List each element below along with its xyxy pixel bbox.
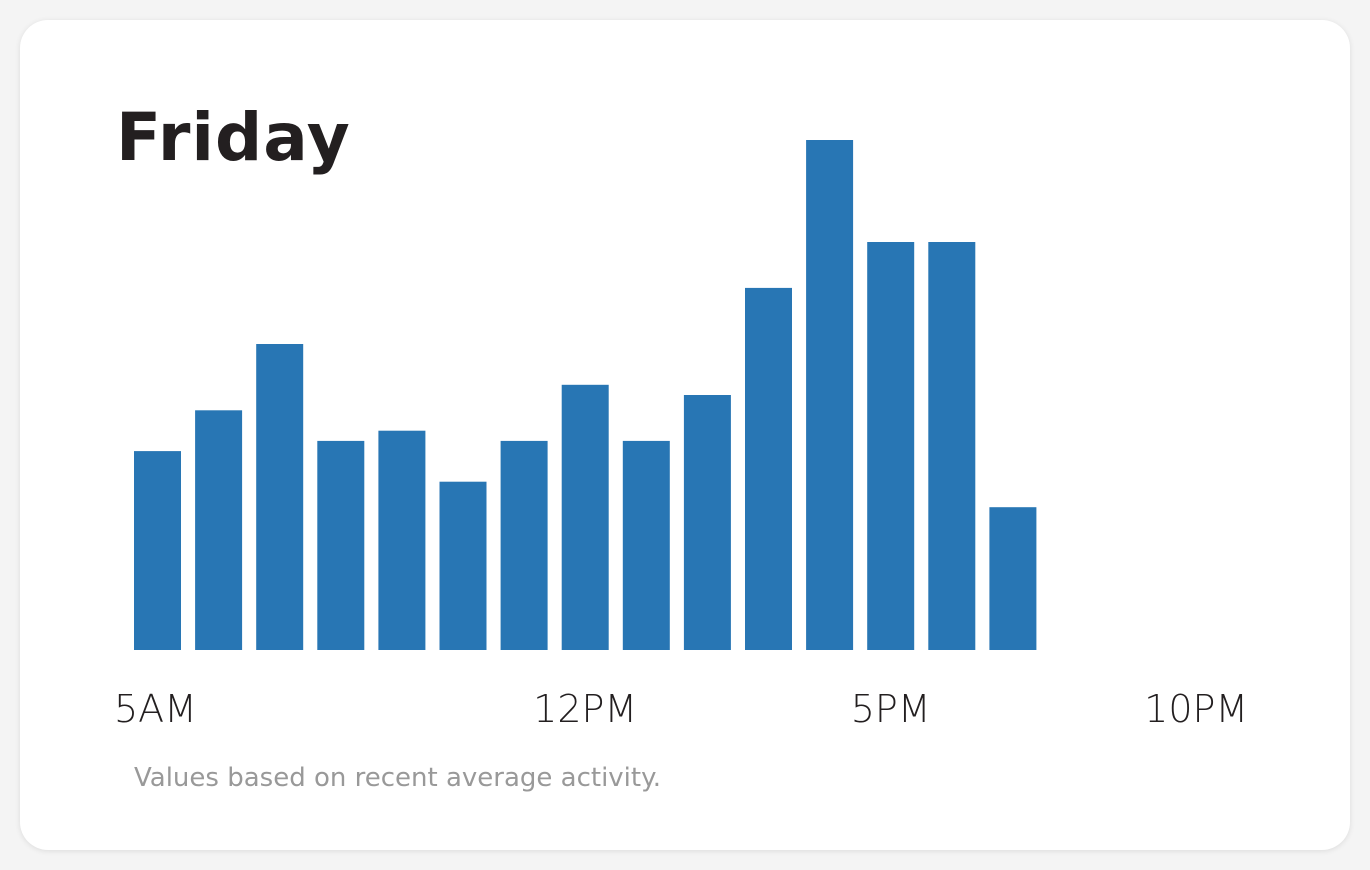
bars-group [134,140,1037,650]
bar-2pm [683,395,731,650]
bar-12pm [561,384,609,650]
bar-7pm [989,507,1037,650]
tick-label-5pm: 5PM [851,687,931,731]
bar-4pm [806,140,854,650]
tick-label-12pm: 12PM [533,687,637,731]
bar-9am [378,430,426,650]
chart-footnote: Values based on recent average activity. [134,763,662,793]
bar-5am [134,451,181,650]
bar-11am [500,440,548,650]
bar-8am [317,440,365,650]
bar-1pm [622,440,670,650]
tick-labels-group: 5AM 12PM 5PM 10PM [114,687,1248,731]
day-title: Friday [116,99,351,176]
bar-5pm [867,242,915,650]
tick-label-10pm: 10PM [1144,687,1248,731]
bar-10am [439,481,487,650]
bar-6am [195,410,243,650]
bar-7am [256,344,304,650]
bar-6pm [928,242,976,650]
tick-label-5am: 5AM [114,687,197,731]
bar-3pm [745,287,792,650]
